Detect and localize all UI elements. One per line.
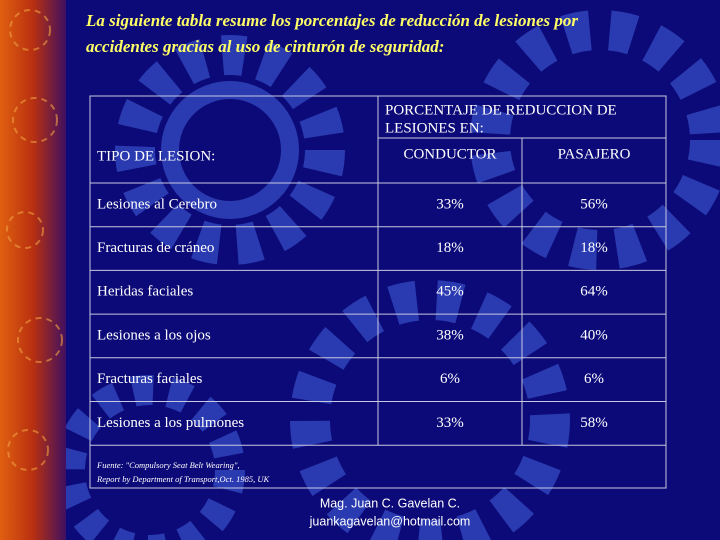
source: Report by Department of Transport,Oct. 1…: [96, 474, 270, 484]
title-line: La siguiente tabla resume los porcentaje…: [85, 11, 578, 30]
cell-value: 6%: [440, 371, 460, 387]
cell-value: 33%: [436, 415, 464, 431]
row-label: Fracturas de cráneo: [97, 240, 214, 256]
cell-value: 40%: [580, 327, 608, 343]
footer: Mag. Juan C. Gavelan C.: [320, 496, 460, 510]
column-header: CONDUCTOR: [403, 146, 496, 162]
cell-value: 45%: [436, 284, 464, 300]
cell-value: 38%: [436, 327, 464, 343]
row-label: Fracturas faciales: [97, 371, 203, 387]
group-header: LESIONES EN:: [385, 120, 484, 136]
footer: juankagavelan@hotmail.com: [309, 514, 471, 528]
left-strip: [0, 0, 66, 540]
source: Fuente: "Compulsory Seat Belt Wearing",: [96, 460, 240, 470]
cell-value: 33%: [436, 196, 464, 212]
column-header: PASAJERO: [558, 146, 631, 162]
row-label: Heridas faciales: [97, 284, 193, 300]
cell-value: 58%: [580, 415, 608, 431]
cell-value: 18%: [436, 240, 464, 256]
title-line: accidentes gracias al uso de cinturón de…: [86, 37, 444, 56]
table-rows: Lesiones al Cerebro 33% 56% Fracturas de cr…: [90, 182, 666, 446]
group-header: PORCENTAJE DE REDUCCION DE: [385, 102, 617, 118]
cell-value: 64%: [580, 284, 608, 300]
gears: [55, 10, 720, 540]
cell-value: 56%: [580, 196, 608, 212]
strip-texture: [6, 9, 63, 471]
cell-value: 6%: [584, 371, 604, 387]
row-label: Lesiones al Cerebro: [97, 196, 217, 212]
first-header: TIPO DE LESION:: [97, 148, 215, 164]
cell-value: 18%: [580, 240, 608, 256]
row-label: Lesiones a los pulmones: [97, 415, 244, 431]
row-label: Lesiones a los ojos: [97, 327, 211, 343]
